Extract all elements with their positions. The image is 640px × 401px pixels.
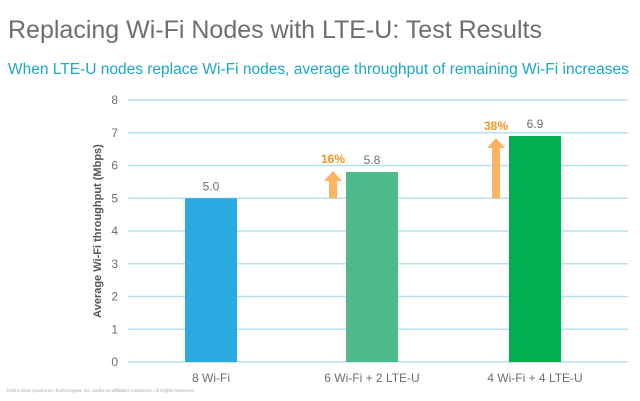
y-tick-label: 2 [111,290,118,304]
y-tick-label: 4 [111,224,118,238]
slide-title: Replacing Wi-Fi Nodes with LTE-U: Test R… [8,16,542,44]
data-label: 5.8 [364,153,381,167]
bar [185,198,237,362]
increase-label: 38% [484,119,508,133]
increase-arrow-shaft [492,146,500,199]
y-tick-label: 3 [111,257,118,271]
increase-arrow-shaft [329,179,337,199]
y-tick-label: 0 [111,355,118,369]
slide-subtitle: When LTE-U nodes replace Wi-Fi nodes, av… [8,61,629,78]
bar [346,172,398,362]
y-axis-label: Average Wi-Fi throughput (Mbps) [92,144,104,318]
y-tick-label: 5 [111,191,118,205]
data-label: 5.0 [203,179,220,193]
increase-label: 16% [321,152,345,166]
y-tick-label: 1 [111,322,118,336]
data-label: 6.9 [527,117,544,131]
copyright-footer: ©2013-2015 Qualcomm Technologies, Inc. a… [6,388,195,393]
y-tick-label: 7 [111,126,118,140]
x-tick-label: 8 Wi-Fi [192,371,230,385]
increase-arrow-head [324,171,342,182]
increase-arrow-head [487,138,505,149]
x-tick-label: 6 Wi-Fi + 2 LTE-U [324,371,419,385]
x-tick-label: 4 Wi-Fi + 4 LTE-U [487,371,582,385]
y-tick-label: 6 [111,159,118,173]
y-tick-label: 8 [111,93,118,107]
bar [509,136,561,362]
